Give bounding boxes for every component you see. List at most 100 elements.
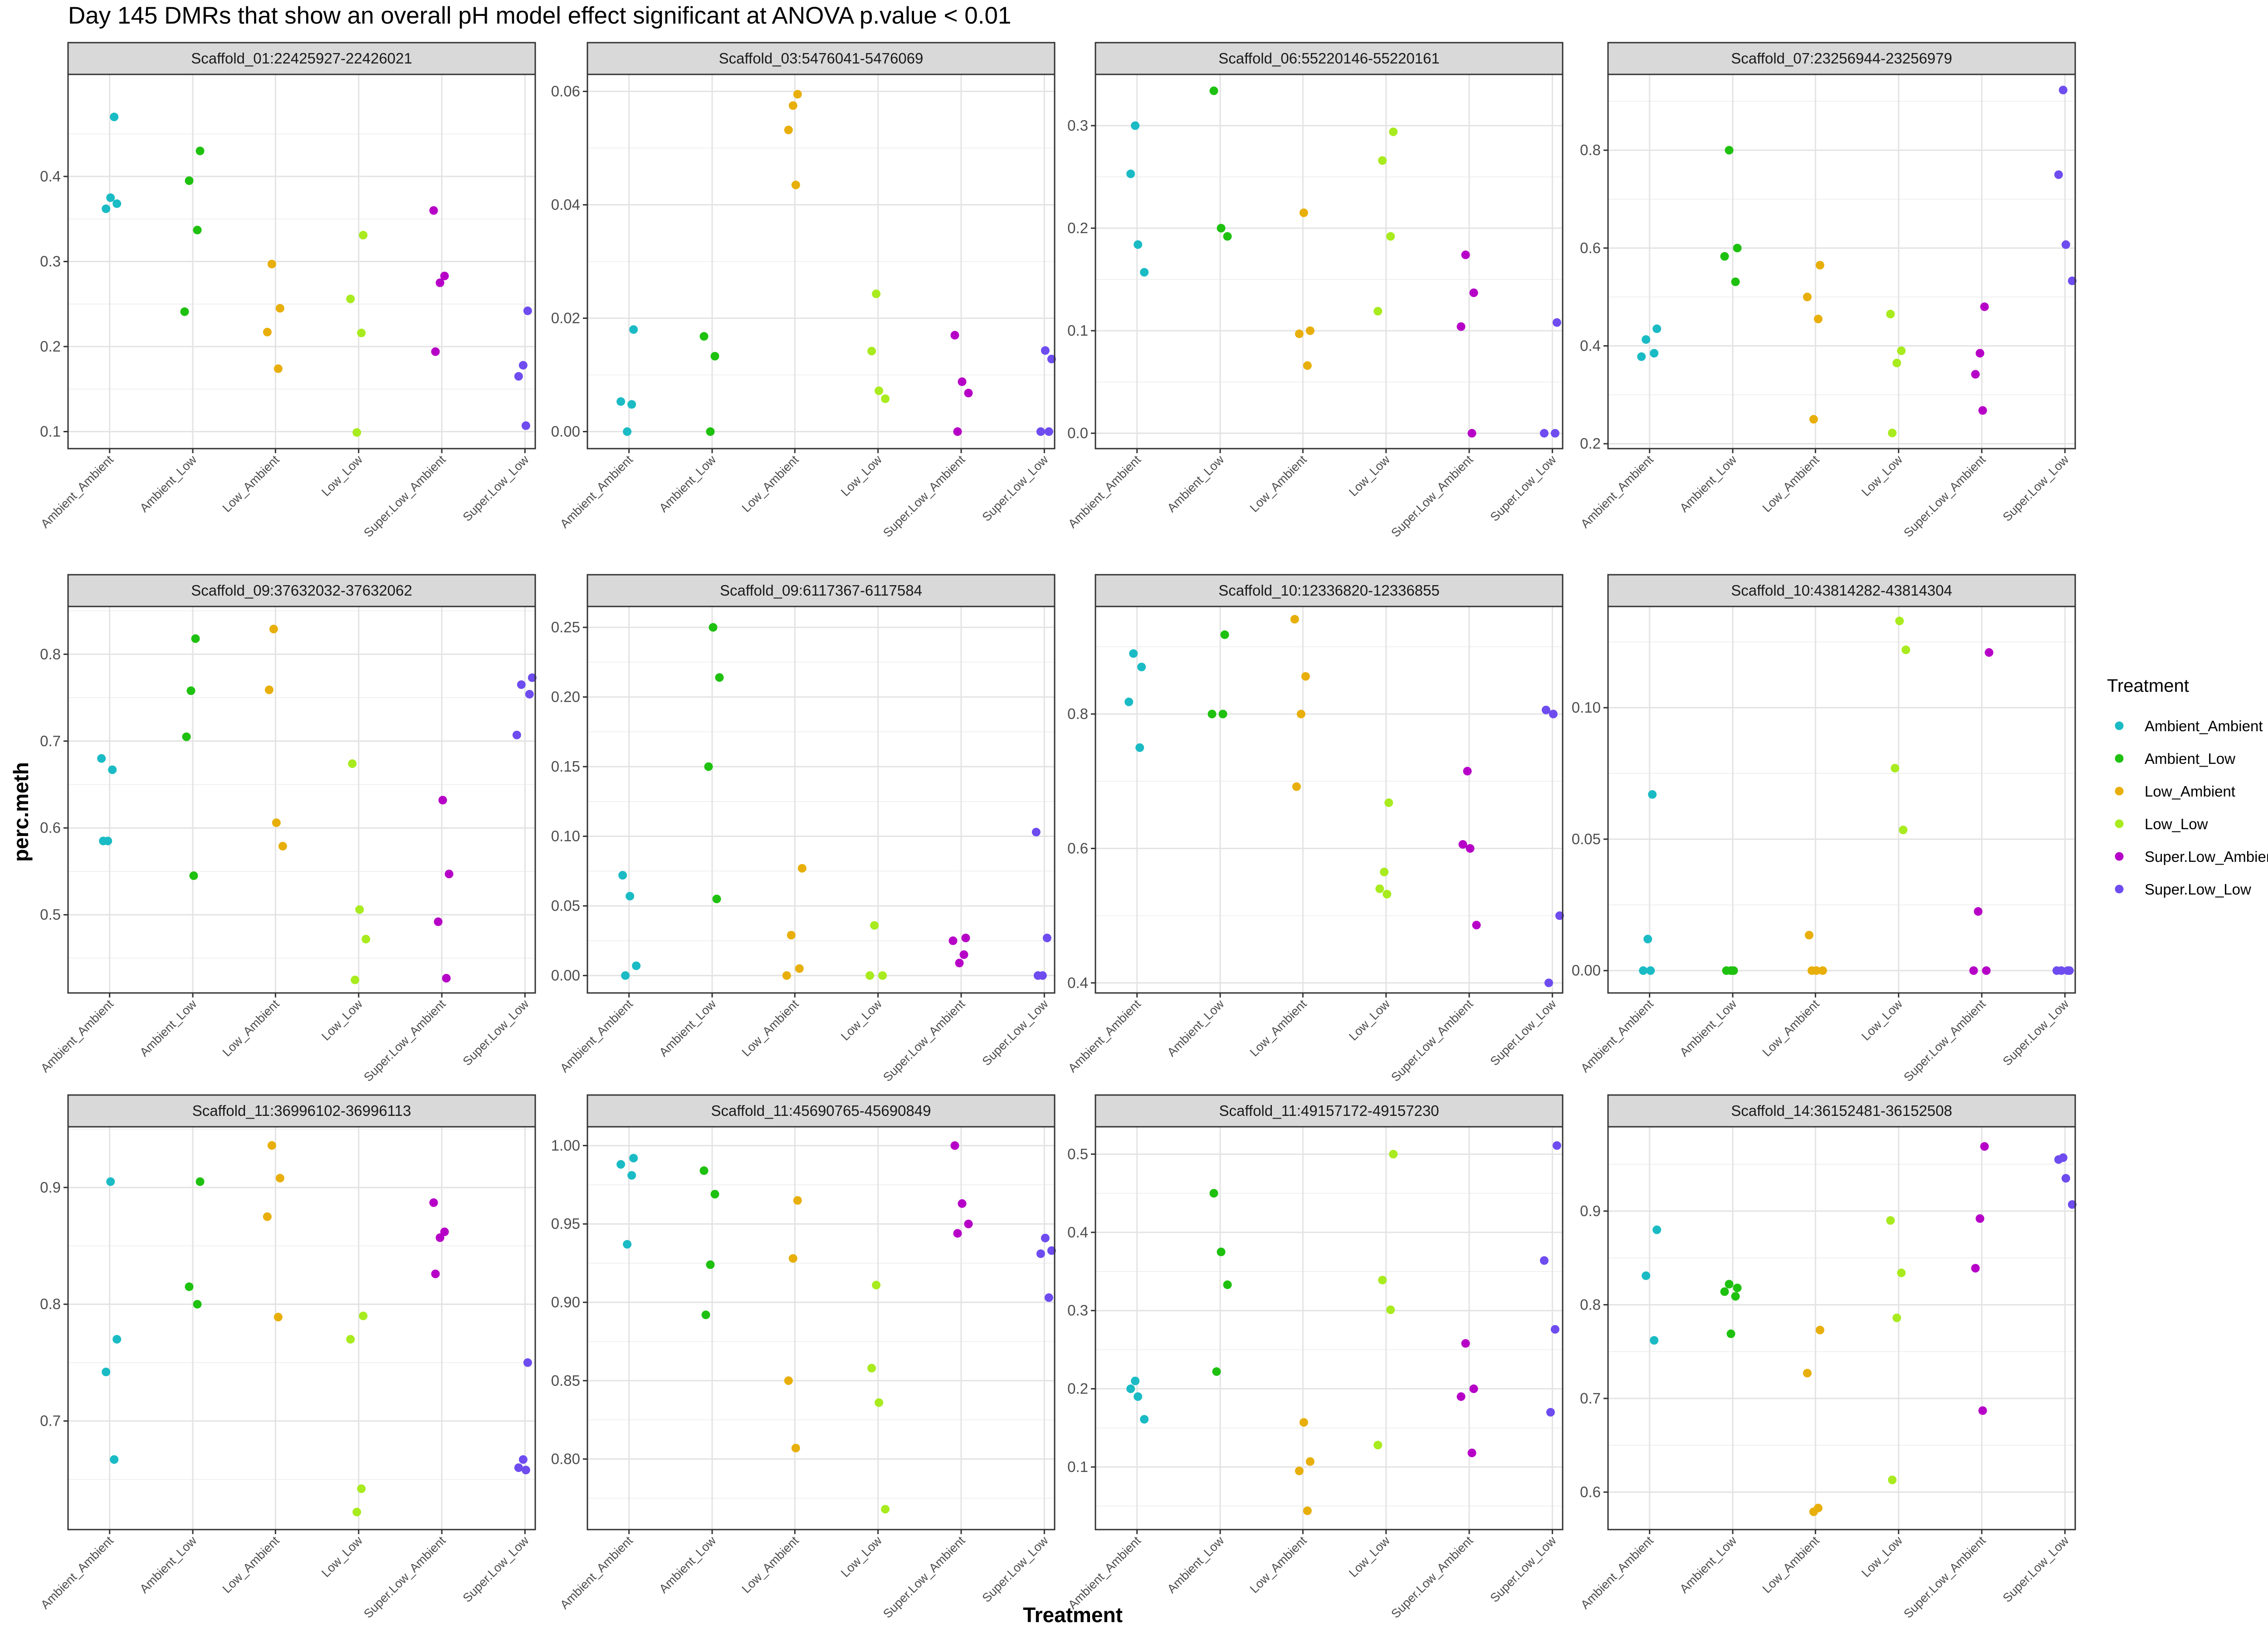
y-tick-label: 0.10 bbox=[551, 828, 580, 845]
data-point bbox=[958, 377, 967, 386]
y-tick-label: 0.1 bbox=[40, 423, 61, 440]
data-point bbox=[352, 428, 362, 437]
y-tick-label: 0.7 bbox=[40, 1413, 61, 1429]
data-point bbox=[782, 971, 791, 980]
data-point bbox=[1036, 427, 1045, 436]
data-point bbox=[1546, 1408, 1555, 1417]
data-point bbox=[429, 1198, 438, 1207]
data-point bbox=[435, 278, 445, 287]
data-point bbox=[1472, 920, 1481, 929]
y-tick-label: 0.00 bbox=[1572, 962, 1601, 979]
panel-border bbox=[67, 73, 536, 450]
data-point bbox=[1980, 1142, 1989, 1151]
data-point bbox=[1892, 358, 1901, 367]
data-point bbox=[1891, 763, 1900, 772]
data-point bbox=[1813, 314, 1823, 323]
data-point bbox=[872, 1281, 881, 1290]
data-point bbox=[616, 397, 626, 406]
data-point bbox=[1463, 767, 1472, 776]
strip-background bbox=[1095, 1094, 1564, 1128]
data-point bbox=[1540, 1256, 1549, 1265]
data-point bbox=[618, 871, 627, 880]
data-point bbox=[1892, 1313, 1901, 1322]
data-point bbox=[1303, 361, 1312, 370]
data-point bbox=[1555, 911, 1564, 920]
x-axis-title: Treatment bbox=[1023, 1603, 1123, 1627]
x-tick-label: Low_Ambient bbox=[220, 453, 282, 515]
data-point bbox=[1899, 826, 1908, 835]
strip-label: Scaffold_07:23256944-23256979 bbox=[1731, 50, 1952, 67]
data-point bbox=[359, 230, 368, 240]
data-point bbox=[1733, 244, 1742, 253]
data-point bbox=[431, 1269, 440, 1278]
data-point bbox=[196, 1177, 205, 1186]
data-point bbox=[351, 975, 360, 984]
x-tick-label: Ambient_Ambient bbox=[1066, 1534, 1144, 1612]
x-tick-label: Low_Ambient bbox=[220, 1534, 282, 1596]
x-tick-label: Ambient_Ambient bbox=[1578, 453, 1656, 531]
data-point bbox=[429, 206, 438, 215]
data-point bbox=[1212, 1367, 1221, 1376]
data-point bbox=[274, 1313, 283, 1322]
y-tick-label: 1.00 bbox=[551, 1137, 580, 1154]
data-point bbox=[1374, 307, 1383, 316]
data-point bbox=[632, 961, 641, 970]
data-point bbox=[1124, 697, 1134, 706]
data-point bbox=[878, 971, 887, 980]
strip-background bbox=[587, 1094, 1056, 1128]
data-point bbox=[1305, 326, 1315, 335]
data-point bbox=[1815, 1325, 1824, 1335]
data-point bbox=[1469, 1384, 1478, 1393]
panel-border bbox=[587, 1126, 1056, 1530]
data-point bbox=[186, 686, 196, 695]
x-tick-label: Ambient_Ambient bbox=[557, 997, 635, 1075]
strip-background bbox=[1607, 1094, 2076, 1128]
data-point bbox=[275, 1173, 284, 1183]
data-point bbox=[2054, 170, 2063, 179]
data-point bbox=[185, 1282, 194, 1291]
legend-label: Super.Low_Low bbox=[2145, 881, 2251, 898]
data-point bbox=[964, 1219, 973, 1228]
data-point bbox=[1220, 630, 1229, 639]
data-point bbox=[1458, 840, 1467, 849]
plot-background bbox=[587, 606, 1055, 993]
data-point bbox=[263, 1212, 272, 1221]
data-point bbox=[1375, 884, 1384, 893]
data-point bbox=[278, 841, 287, 851]
data-point bbox=[1650, 349, 1659, 358]
strip-label: Scaffold_11:45690765-45690849 bbox=[711, 1102, 931, 1119]
x-tick-label: Low_Low bbox=[1859, 997, 1905, 1043]
x-tick-label: Super.Low_Ambient bbox=[880, 1534, 968, 1621]
panel-border bbox=[587, 606, 1056, 994]
panel-border bbox=[1095, 1126, 1564, 1530]
x-tick-label: Super.Low_Low bbox=[980, 997, 1051, 1068]
panel-border bbox=[1607, 1126, 2076, 1530]
data-point bbox=[102, 1368, 111, 1377]
data-point bbox=[1652, 324, 1662, 333]
data-point bbox=[1725, 146, 1734, 155]
x-tick-label: Low_Low bbox=[319, 997, 365, 1043]
x-tick-label: Ambient_Ambient bbox=[557, 453, 635, 531]
legend-label: Ambient_Low bbox=[2145, 750, 2235, 767]
strip-background bbox=[67, 1094, 536, 1128]
strip-label: Scaffold_11:49157172-49157230 bbox=[1219, 1102, 1439, 1119]
data-point bbox=[953, 427, 962, 436]
x-tick-label: Super.Low_Ambient bbox=[1901, 1534, 1988, 1621]
data-point bbox=[1467, 429, 1476, 438]
data-point bbox=[523, 1358, 532, 1367]
data-point bbox=[1031, 827, 1041, 836]
x-tick-label: Low_Low bbox=[1346, 997, 1393, 1043]
x-tick-label: Super.Low_Ambient bbox=[880, 997, 968, 1084]
y-tick-label: 0.9 bbox=[1580, 1203, 1601, 1219]
data-point bbox=[440, 1227, 449, 1237]
data-point bbox=[1380, 867, 1389, 876]
data-point bbox=[1901, 645, 1911, 655]
x-tick-label: Low_Ambient bbox=[1247, 1534, 1310, 1596]
data-point bbox=[185, 176, 194, 185]
x-tick-label: Ambient_Ambient bbox=[38, 1534, 116, 1612]
x-tick-label: Low_Low bbox=[319, 453, 365, 499]
data-point bbox=[1720, 1287, 1729, 1296]
plot-background bbox=[1095, 74, 1563, 449]
y-tick-label: 0.6 bbox=[1580, 1483, 1601, 1500]
